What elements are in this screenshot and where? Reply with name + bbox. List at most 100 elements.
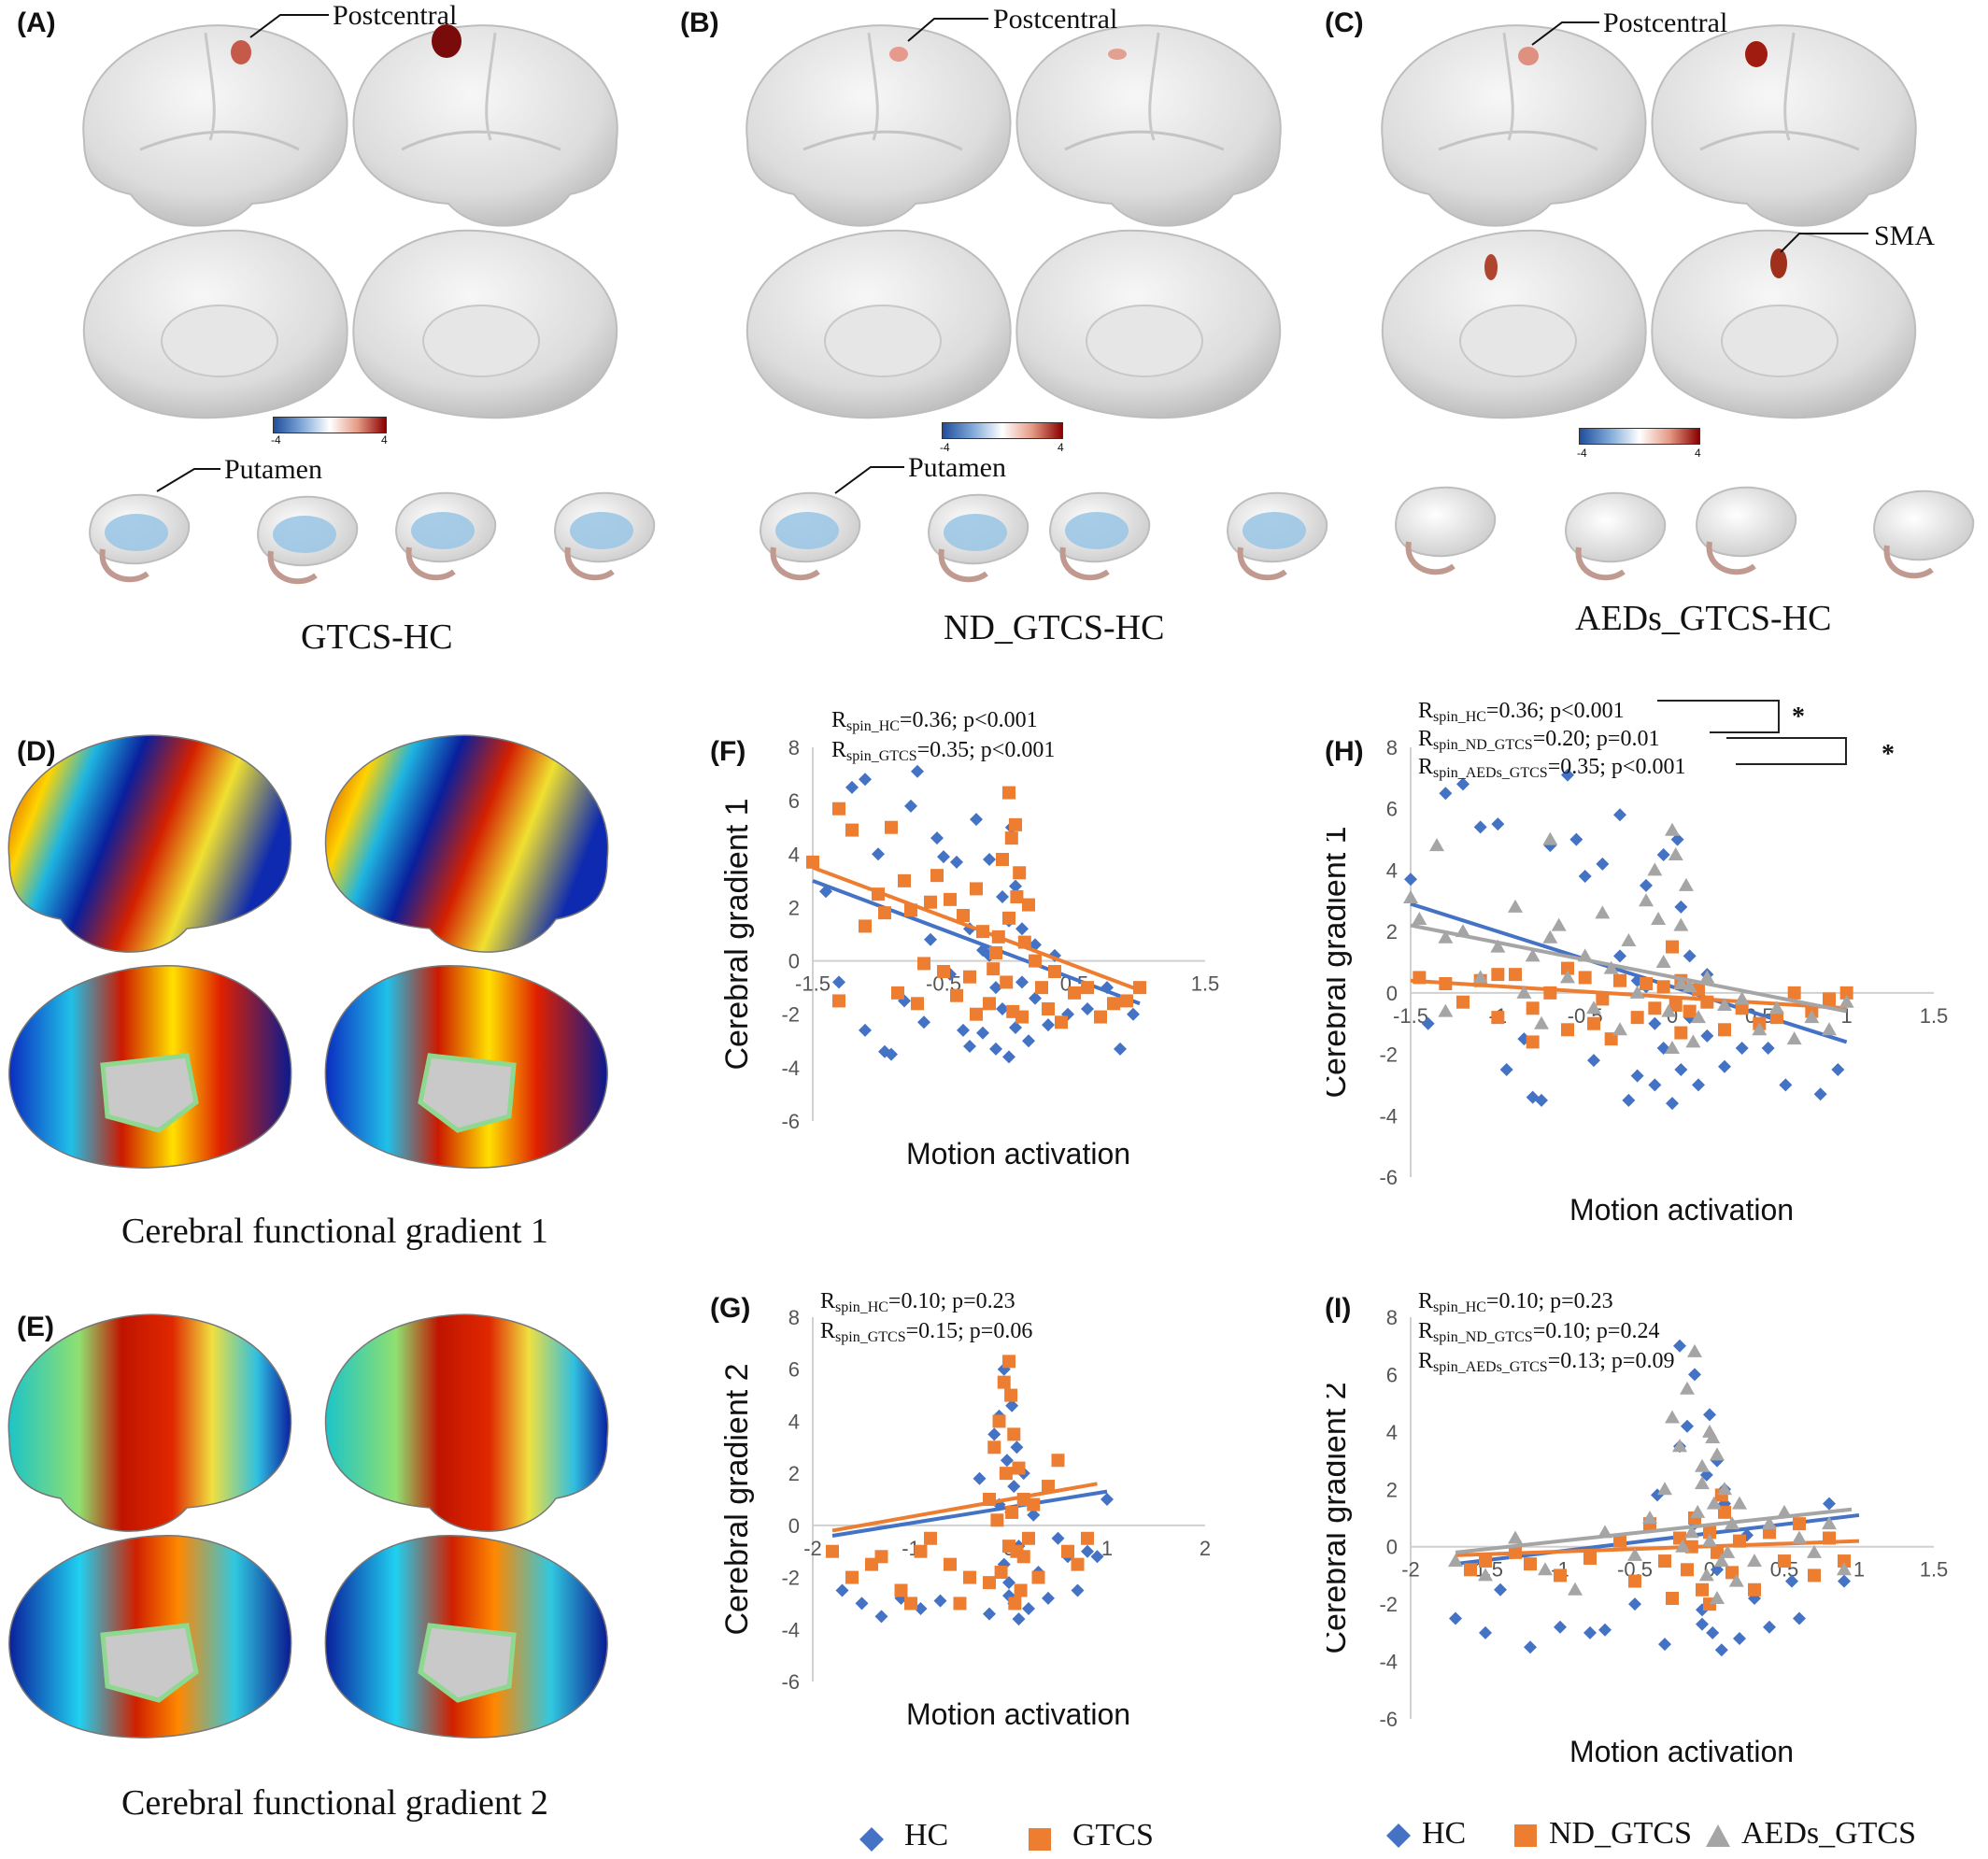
colorbar-b-min: -4: [940, 441, 950, 454]
point-hc: [924, 932, 937, 946]
point-hc: [1494, 1582, 1507, 1596]
lateral-left-brain-c: [1381, 24, 1647, 227]
point-hc: [1491, 817, 1505, 831]
point-gtcs: [1042, 1480, 1055, 1494]
point-hc: [1648, 1016, 1662, 1030]
point-hc: [1718, 1059, 1731, 1073]
point-hc: [1823, 1497, 1836, 1511]
point-hc: [997, 1362, 1011, 1376]
point-nd-gtcs: [1561, 961, 1574, 975]
trendline-gtcs: [831, 1482, 1098, 1533]
point-aeds-gtcs: [1687, 1343, 1702, 1357]
y-tick-label: -2: [781, 1003, 800, 1027]
point-aeds-gtcs: [1642, 1511, 1657, 1524]
lateral-left-brain-b: [746, 24, 1012, 227]
point-gtcs: [806, 855, 819, 869]
point-gtcs: [983, 997, 996, 1011]
point-nd-gtcs: [1479, 1554, 1492, 1568]
point-gtcs: [1094, 1010, 1107, 1024]
point-aeds-gtcs: [1734, 991, 1750, 1005]
point-hc: [1002, 1050, 1015, 1064]
y-tick-label: -2: [1379, 1043, 1398, 1067]
lateral-right-brain-c: [1651, 24, 1917, 227]
point-hc: [1499, 1063, 1513, 1076]
legend-aeds-gtcs-label: AEDs_GTCS: [1741, 1816, 1917, 1851]
point-aeds-gtcs: [1673, 917, 1689, 931]
point-hc: [1029, 991, 1042, 1005]
point-hc: [963, 1040, 976, 1053]
point-hc: [1015, 975, 1029, 989]
point-gtcs: [957, 909, 970, 922]
point-aeds-gtcs: [1508, 1530, 1523, 1544]
stat-i-2: Rspin_AEDs_GTCS=0.13; p=0.09: [1418, 1349, 1675, 1375]
colorbar-c: [1579, 428, 1700, 445]
point-gtcs: [1071, 1557, 1085, 1571]
point-aeds-gtcs: [1699, 970, 1715, 984]
stat-i-1: Rspin_ND_GTCS=0.10; p=0.24: [1418, 1319, 1660, 1345]
point-gtcs: [1035, 981, 1048, 995]
point-hc: [1630, 1069, 1644, 1083]
legend-hc-label: HC: [904, 1818, 949, 1852]
point-hc: [845, 780, 859, 794]
point-hc: [859, 773, 872, 787]
point-gtcs: [878, 906, 891, 920]
point-aeds-gtcs: [1438, 1003, 1454, 1017]
y-tick-label: -4: [1379, 1651, 1398, 1674]
lateral-right-brain-a: [352, 24, 618, 227]
caption-c: AEDs_GTCS-HC: [1575, 599, 1832, 638]
y-tick-label: 6: [788, 1358, 800, 1382]
colorbar-b: [942, 422, 1063, 439]
point-gtcs: [989, 946, 1002, 959]
point-gtcs: [1005, 1505, 1019, 1519]
point-nd-gtcs: [1823, 992, 1836, 1006]
point-hc: [1027, 1508, 1041, 1522]
point-hc: [1763, 1620, 1776, 1634]
point-aeds-gtcs: [1839, 994, 1854, 1008]
point-aeds-gtcs: [1629, 985, 1645, 999]
point-hc: [1127, 1007, 1140, 1021]
point-gtcs: [1051, 1454, 1065, 1468]
point-aeds-gtcs: [1717, 998, 1732, 1011]
point-gtcs: [930, 869, 944, 883]
trendline-gtcs: [812, 865, 1141, 992]
point-aeds-gtcs: [1639, 893, 1654, 907]
point-gtcs: [987, 962, 1001, 976]
point-aeds-gtcs: [1702, 1533, 1717, 1547]
putamen-callout-b: Putamen: [908, 452, 1006, 483]
point-nd-gtcs: [1674, 1026, 1688, 1040]
y-tick-label: 0: [788, 950, 800, 973]
point-nd-gtcs: [1658, 1554, 1671, 1568]
point-hc: [1779, 1078, 1793, 1092]
panel-label-e: (E): [17, 1312, 54, 1342]
y-tick-label: 8: [788, 1306, 800, 1329]
point-gtcs: [1014, 1583, 1028, 1597]
point-gtcs: [1010, 890, 1024, 903]
y-tick-label: -6: [1379, 1708, 1398, 1731]
point-aeds-gtcs: [1525, 948, 1541, 962]
point-hc: [1714, 1643, 1728, 1657]
point-gtcs: [1081, 981, 1094, 995]
point-gtcs: [1012, 1461, 1026, 1475]
point-hc: [1022, 1034, 1035, 1048]
point-aeds-gtcs: [1717, 1482, 1732, 1496]
point-hc: [1561, 768, 1574, 782]
point-aeds-gtcs: [1560, 970, 1575, 984]
point-nd-gtcs: [1613, 1534, 1626, 1548]
point-gtcs: [859, 919, 872, 933]
point-nd-gtcs: [1630, 1011, 1644, 1025]
point-hc: [1042, 1591, 1055, 1605]
point-aeds-gtcs: [1672, 1439, 1687, 1453]
activation-right-c: [1745, 41, 1768, 67]
point-gtcs: [904, 1596, 917, 1611]
point-hc: [1740, 1528, 1754, 1542]
stat-g-0: Rspin_HC=0.10; p=0.23: [820, 1289, 1015, 1315]
point-hc: [1479, 1625, 1492, 1639]
y-tick-label: 6: [788, 789, 800, 813]
point-hc: [1002, 1576, 1015, 1590]
point-gtcs: [924, 895, 937, 909]
y-tick-label: -6: [781, 1670, 800, 1694]
legend-hc-label: HC: [1422, 1816, 1467, 1851]
point-aeds-gtcs: [1647, 862, 1663, 876]
